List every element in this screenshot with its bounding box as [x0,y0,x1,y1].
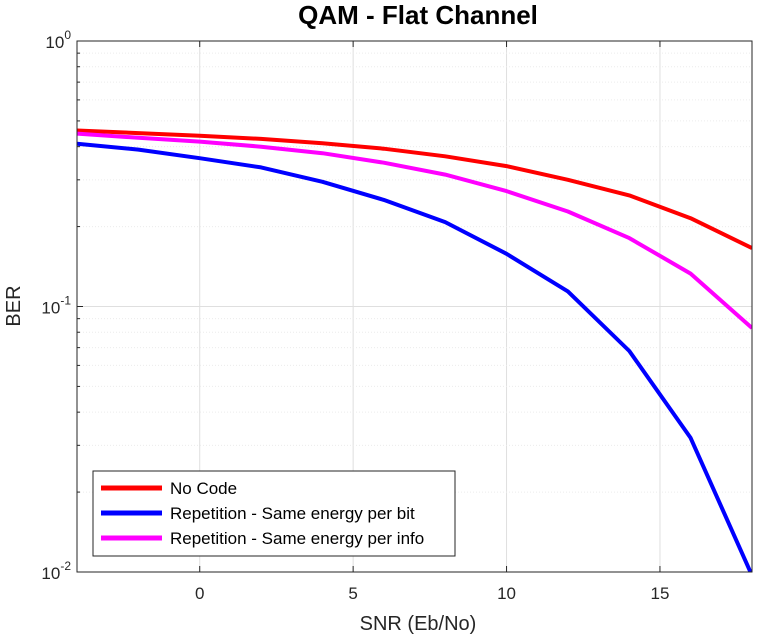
series-layer [77,128,752,572]
legend-label: Repetition - Same energy per bit [170,504,415,523]
y-tick-label: 100 [45,28,71,52]
legend-label: No Code [170,479,237,498]
series-line-1 [77,128,752,250]
chart-title: QAM - Flat Channel [298,0,538,30]
y-tick-label: 10-1 [41,294,71,318]
y-axis-label: BER [3,285,25,326]
ticks: 0 5 10 15 100 10-1 10-2 [41,28,669,603]
x-axis-label: SNR (Eb/No) [360,613,477,635]
legend-label: Repetition - Same energy per info [170,529,424,548]
series-line-2 [77,141,752,572]
x-tick-label: 0 [195,584,204,603]
y-tick-label: 10-2 [41,559,71,583]
legend: No Code Repetition - Same energy per bit R… [92,470,456,557]
series-line-3 [77,131,752,330]
x-tick-label: 10 [497,584,516,603]
x-tick-label: 5 [348,584,357,603]
x-tick-label: 15 [650,584,669,603]
